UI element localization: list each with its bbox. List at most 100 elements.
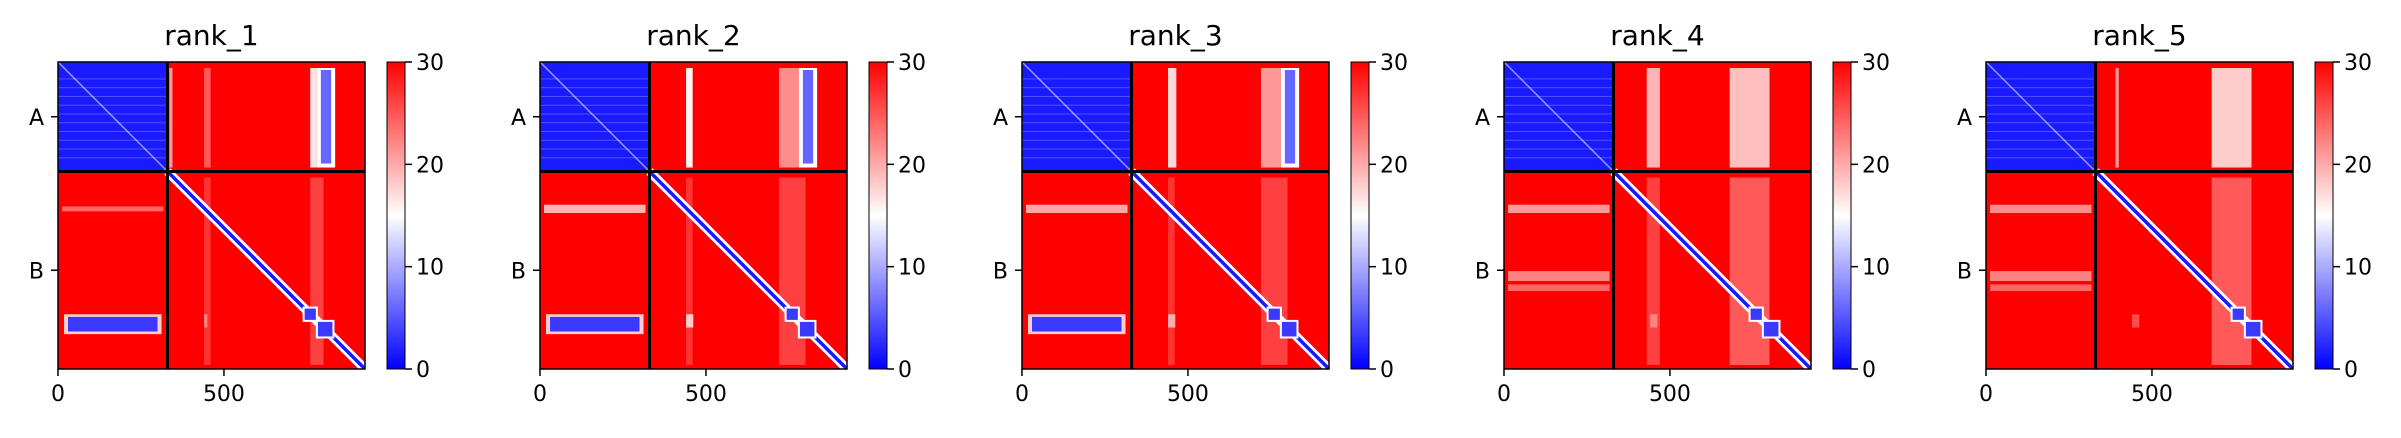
block-aa-texture xyxy=(1504,139,1614,141)
block-ab-low xyxy=(1284,70,1296,164)
block-bb-patch xyxy=(1650,314,1658,328)
block-aa-texture xyxy=(1022,104,1132,106)
block-ba-row xyxy=(1508,284,1610,292)
colorbar-tick-label: 30 xyxy=(1862,51,1890,76)
colorbar-tick-label: 30 xyxy=(1380,51,1408,76)
panel-title: rank_4 xyxy=(1610,19,1704,52)
block-ab-stripe xyxy=(2211,68,2252,168)
colorbar xyxy=(2314,61,2334,370)
colorbar xyxy=(1350,61,1370,370)
block-aa-texture xyxy=(1022,95,1132,97)
diagonal-aa xyxy=(1022,62,1133,173)
colorbar-tick-label: 10 xyxy=(1380,256,1408,281)
block-ba-row xyxy=(1990,271,2092,282)
colorbar xyxy=(868,61,888,370)
panel-title: rank_3 xyxy=(1128,19,1222,52)
block-bb-stripe xyxy=(204,177,211,365)
colorbar-tick-label: 20 xyxy=(2344,153,2372,178)
block-bb-patch xyxy=(1168,314,1176,328)
block-ba-row xyxy=(1026,204,1128,214)
colorbar xyxy=(1832,61,1852,370)
diagonal-domain xyxy=(2243,319,2263,339)
block-ba-band xyxy=(1032,316,1122,332)
diagonal-aa xyxy=(58,62,169,173)
block-ab-low xyxy=(802,70,814,164)
block-aa-texture xyxy=(1986,122,2096,124)
x-tick-label: 0 xyxy=(1497,382,1511,407)
block-aa-texture xyxy=(540,113,650,115)
diagonal-domain xyxy=(1279,319,1299,339)
block-aa-texture xyxy=(58,131,168,133)
panel-title: rank_2 xyxy=(646,19,740,52)
y-chain-label: A xyxy=(1957,106,1972,131)
block-ab-stripe xyxy=(169,68,173,168)
block-aa-texture xyxy=(1022,122,1132,124)
block-aa-texture xyxy=(1504,122,1614,124)
colorbar-tick-label: 0 xyxy=(1862,358,1876,383)
y-chain-label: A xyxy=(1475,106,1490,131)
x-tick-label: 500 xyxy=(203,382,245,407)
block-aa-texture xyxy=(1504,95,1614,97)
block-bb-stripe xyxy=(1168,177,1175,365)
block-aa-texture xyxy=(1022,131,1132,133)
heatmap-panel-1: rank_1 0 500 A B 0 10 20 30 xyxy=(29,19,444,407)
colorbar-tick-label: 10 xyxy=(898,256,926,281)
block-aa-texture xyxy=(1986,78,2096,80)
y-chain-label: B xyxy=(1957,259,1972,284)
block-aa-texture xyxy=(1022,157,1132,159)
panel-title: rank_5 xyxy=(2092,19,2186,52)
block-bb-patch xyxy=(686,314,694,328)
block-ab-stripe xyxy=(686,68,693,168)
panel-title: rank_1 xyxy=(164,19,258,52)
x-tick-label: 0 xyxy=(51,382,65,407)
x-tick-label: 0 xyxy=(1979,382,1993,407)
block-aa-texture xyxy=(58,157,168,159)
colorbar-tick-label: 20 xyxy=(1862,153,1890,178)
block-aa-texture xyxy=(58,122,168,124)
diagonal-domain xyxy=(1748,306,1764,322)
block-ab-stripe xyxy=(1729,68,1770,168)
block-aa-texture xyxy=(58,104,168,106)
diagonal-domain xyxy=(1761,319,1781,339)
colorbar-tick-label: 0 xyxy=(1380,358,1394,383)
block-aa-texture xyxy=(58,87,168,89)
block-aa-texture xyxy=(1986,95,2096,97)
diagonal-aa xyxy=(540,62,651,173)
block-ab-stripe xyxy=(310,68,317,168)
y-chain-label: B xyxy=(1475,259,1490,284)
colorbar-tick-label: 10 xyxy=(2344,256,2372,281)
diagonal-aa xyxy=(1986,62,2097,173)
diagonal-domain xyxy=(315,319,335,339)
x-tick-label: 0 xyxy=(1015,382,1029,407)
block-aa-texture xyxy=(1504,148,1614,150)
block-ba-band xyxy=(68,316,158,332)
colorbar xyxy=(386,61,406,370)
block-ba-row xyxy=(1508,271,1610,282)
block-ba-row xyxy=(544,204,646,214)
block-aa-texture xyxy=(58,148,168,150)
y-chain-label: B xyxy=(511,259,526,284)
block-bb-stripe xyxy=(686,177,693,365)
y-chain-label: B xyxy=(29,259,44,284)
colorbar-tick-label: 20 xyxy=(1380,153,1408,178)
block-ab-stripe xyxy=(2115,68,2119,168)
x-tick-label: 500 xyxy=(1167,382,1209,407)
x-tick-label: 0 xyxy=(533,382,547,407)
heatmap-plot-area xyxy=(1504,62,1811,369)
block-aa-texture xyxy=(58,113,168,115)
colorbar-tick-label: 0 xyxy=(416,358,430,383)
block-aa-texture xyxy=(58,139,168,141)
diagonal-domain xyxy=(797,319,817,339)
heatmap-frame xyxy=(57,61,366,370)
block-aa-texture xyxy=(1986,104,2096,106)
colorbar-tick-label: 0 xyxy=(898,358,912,383)
block-aa-texture xyxy=(540,148,650,150)
block-aa-texture xyxy=(1504,131,1614,133)
block-aa-texture xyxy=(1022,87,1132,89)
heatmap-plot-area xyxy=(58,62,365,369)
x-tick-label: 500 xyxy=(2131,382,2173,407)
block-bb-patch xyxy=(2132,314,2140,328)
heatmap-panel-5: rank_5 0 500 A B 0 10 20 30 xyxy=(1957,19,2372,407)
y-chain-label: B xyxy=(993,259,1008,284)
block-aa-texture xyxy=(58,78,168,80)
